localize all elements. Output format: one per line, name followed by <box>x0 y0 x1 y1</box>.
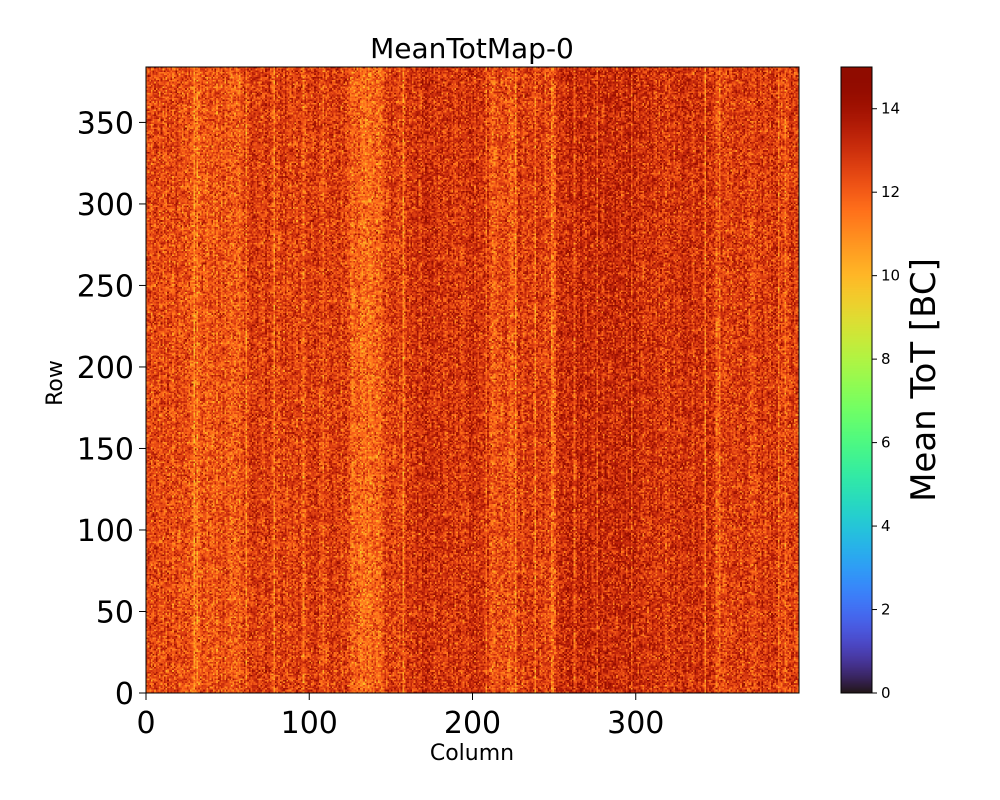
colorbar-tick-label: 2 <box>881 601 891 619</box>
y-axis: 0 50 100 150 200 250 300 350 <box>77 106 146 712</box>
colorbar-tick-label: 10 <box>881 267 900 285</box>
colorbar-tick-label: 12 <box>881 183 900 201</box>
x-tick-label: 200 <box>444 706 501 741</box>
y-tick-label: 300 <box>77 188 134 223</box>
colorbar: 0 2 4 6 8 10 12 14 <box>840 66 900 702</box>
colorbar-ticks: 0 2 4 6 8 10 12 14 <box>872 100 900 702</box>
x-axis: 0 100 200 300 <box>136 693 664 741</box>
y-tick-label: 200 <box>77 351 134 386</box>
x-tick-label: 100 <box>281 706 338 741</box>
x-axis-label: Column <box>430 741 514 766</box>
y-tick-label: 50 <box>96 595 134 630</box>
colorbar-tick-label: 0 <box>881 684 891 702</box>
y-axis-label: Row <box>43 360 68 406</box>
chart-title: MeanTotMap-0 <box>370 32 574 65</box>
heatmap-image <box>146 67 799 693</box>
y-tick-label: 150 <box>77 432 134 467</box>
y-tick-label: 350 <box>77 106 134 141</box>
y-tick-label: 0 <box>115 677 134 712</box>
y-tick-label: 250 <box>77 269 134 304</box>
colorbar-tick-label: 14 <box>881 100 900 118</box>
colorbar-tick-label: 4 <box>881 517 891 535</box>
heatmap-plot-area <box>145 66 800 694</box>
colorbar-label: Mean ToT [BC] <box>904 258 944 502</box>
colorbar-gradient <box>841 67 872 693</box>
colorbar-tick-label: 6 <box>881 434 891 452</box>
x-tick-label: 300 <box>607 706 664 741</box>
colorbar-frame <box>840 66 873 694</box>
y-tick-label: 100 <box>77 514 134 549</box>
colorbar-tick-label: 8 <box>881 350 891 368</box>
x-tick-label: 0 <box>136 706 155 741</box>
